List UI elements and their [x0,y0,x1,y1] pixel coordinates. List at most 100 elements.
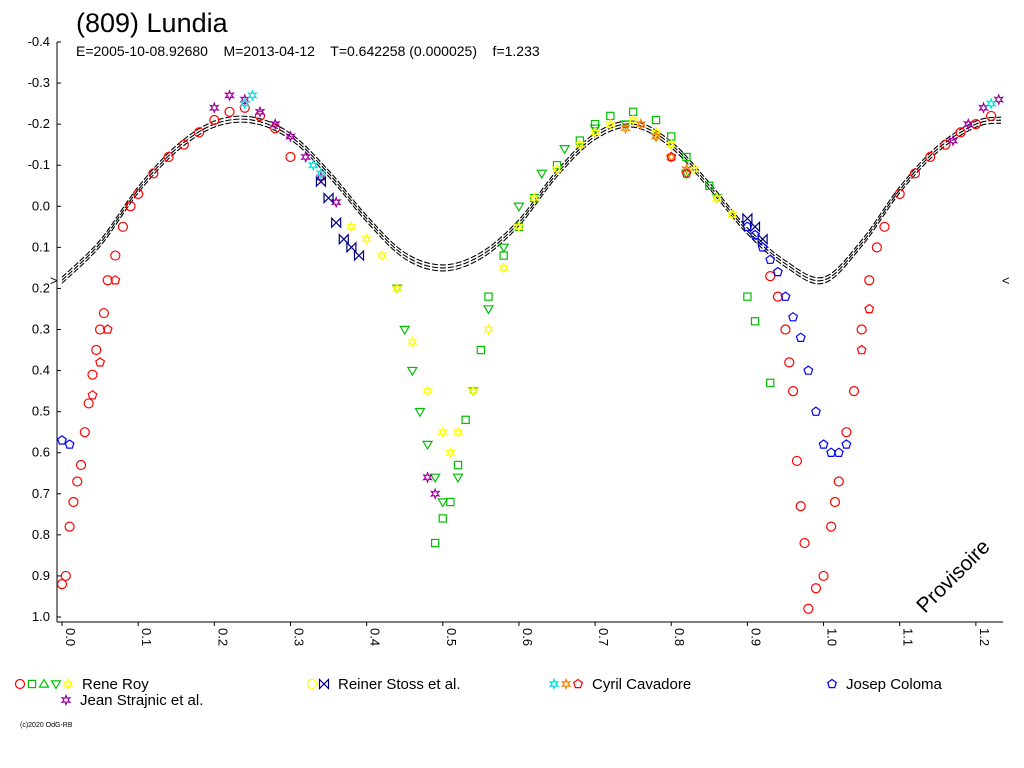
data-point [803,603,814,614]
data-point [68,496,79,508]
y-tick-label: 0.5 [32,404,50,419]
data-point [75,459,87,471]
data-point [361,232,373,246]
data-point [765,254,776,264]
data-point [498,261,510,275]
x-tick-label: 0.4 [368,628,383,646]
legend-marker [60,693,72,707]
data-point [87,389,98,400]
data-point [331,216,342,229]
legend-label: Reiner Stoss et al. [338,676,461,693]
y-tick-label: -0.1 [28,157,50,172]
legend-label: Rene Roy [82,676,149,693]
y-tick-label: 0.3 [32,322,50,337]
x-tick-group: 0.0 0.1 0.2 0.3 0.4 0.5 0.6 0.7 0.8 0.9 1.0 1.1 1.2 [61,622,992,646]
y-tick-label: 0.2 [32,280,50,295]
legend-marker [826,678,838,689]
data-point [102,324,113,334]
axes: -0.4 -0.3 -0.2 -0.1 0.0 0.1 0.2 0.3 0.4 0.5 0.6 0.7… [28,34,1003,646]
data-point [353,249,365,262]
data-point [985,110,997,122]
data-point [56,435,68,445]
x-tick-label: 1.0 [825,628,840,646]
data-point [64,521,75,532]
data-point [985,97,997,110]
y-tick-label: 0.1 [32,239,50,254]
data-point [841,439,852,449]
y-tick-label: 1.0 [32,609,50,624]
data-point [978,101,989,114]
data-point [399,325,411,336]
data-point [467,384,479,398]
data-point [871,242,882,253]
copyright-notice: (c)2020 OdG-RB [20,722,73,729]
legend-marker [548,677,560,691]
legend: Rene Roy Reiner Stoss et al. Cyril Cavador… [14,676,943,709]
data-point [346,241,357,254]
data-point [635,117,647,131]
data-point [757,233,768,246]
x-tick-label: 0.7 [596,628,611,646]
legend-marker [50,680,62,690]
data-point [536,169,548,180]
data-point [323,192,334,205]
data-point [803,365,814,375]
data-point [681,163,692,176]
data-point [148,168,159,179]
side-marker-right: < [1002,273,1010,288]
y-tick-label: 0.7 [32,486,50,501]
data-point [87,369,98,380]
data-point [726,208,738,221]
data-point [743,292,752,301]
data-point [829,496,841,508]
data-point [551,163,563,176]
data-point [810,583,822,594]
x-tick-label: 1.2 [977,628,992,646]
data-point [414,407,426,418]
data-point [856,324,867,335]
data-point [338,233,349,246]
data-point [791,455,803,467]
data-point [651,115,661,125]
data-point [79,427,90,438]
data-point [528,191,540,205]
x-tick-label: 0.1 [139,628,154,646]
data-point [864,303,875,314]
data-point [56,579,68,590]
data-point [83,398,94,409]
data-point [620,120,632,130]
data-point [438,514,447,523]
data-point [429,487,441,501]
data-point [680,169,693,180]
data-point [498,243,510,254]
data-point [705,181,714,190]
data-point [894,188,905,200]
data-point [60,570,71,582]
data-point [110,250,121,261]
data-point [742,212,753,225]
data-point [742,221,753,232]
data-point [484,292,493,301]
data-point [925,151,936,163]
data-point [72,476,83,487]
data-point [422,471,433,484]
data-point [780,291,791,301]
data-point [285,151,296,163]
x-tick-label: 0.8 [672,628,687,646]
y-tick-group: -0.4 -0.3 -0.2 -0.1 0.0 0.1 0.2 0.3 0.4 0.5 0.6 0.7… [28,34,61,624]
data-point [513,220,525,234]
data-point [437,498,449,508]
data-point [307,158,319,172]
data-point [799,537,810,549]
legend-marker [38,678,50,688]
data-point [841,427,852,438]
data-point [95,357,106,367]
data-point [666,151,677,162]
data-point [429,473,441,484]
data-point [810,406,821,416]
legend-label: Cyril Cavadore [592,676,691,693]
data-point [795,332,806,342]
data-point [178,139,189,150]
data-point [376,249,388,262]
chart-subtitle: E=2005-10-08.92680 M=2013-04-12 T=0.6422… [76,43,540,59]
